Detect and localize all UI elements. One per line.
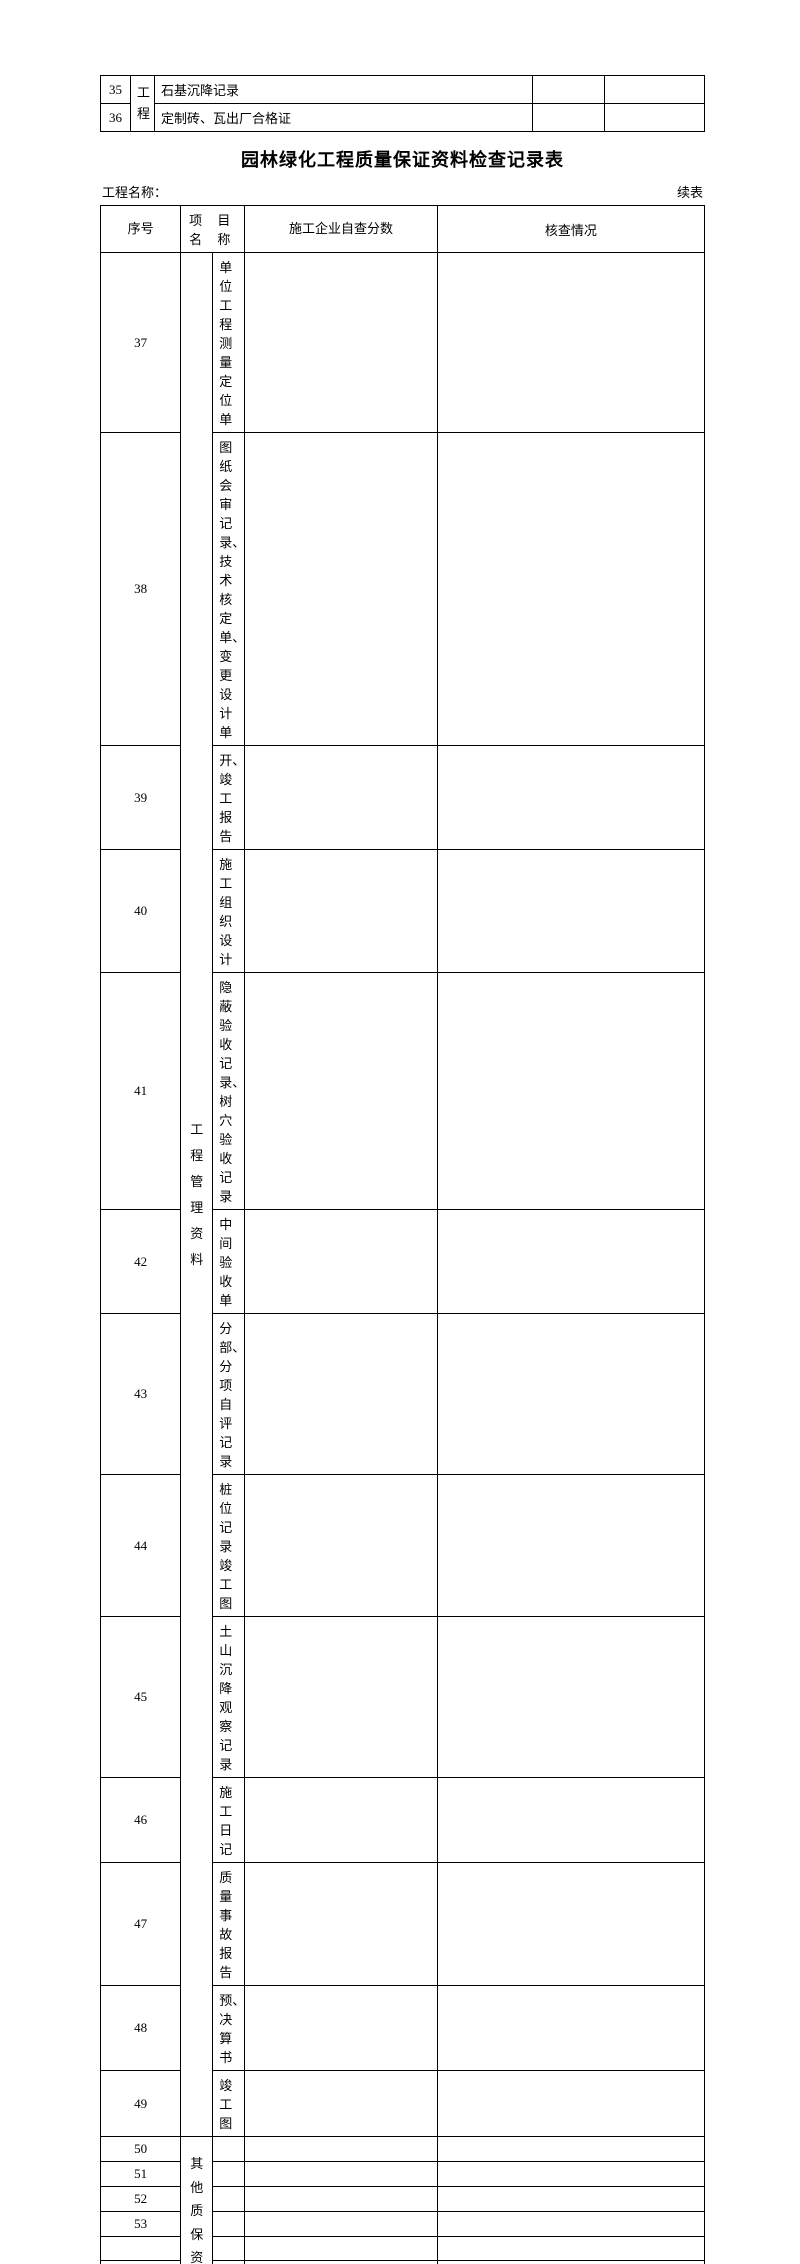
- check-cell: [605, 76, 705, 104]
- main-table: 序号 项 目 名 称 施工企业自查分数 核查情况 37 工程管理资料 单位工程测…: [100, 205, 705, 2264]
- project-name-label: 工程名称：: [102, 182, 167, 201]
- item-cell: 石基沉降记录: [155, 76, 533, 104]
- category-cell: 工程管理资料: [181, 253, 213, 2137]
- score-cell: [533, 104, 605, 132]
- seq-cell: 35: [101, 76, 131, 104]
- seq-cell: 36: [101, 104, 131, 132]
- table-row: 37 工程管理资料 单位工程测量定位单: [101, 253, 705, 433]
- check-cell: [605, 104, 705, 132]
- top-table: 35 工程 石基沉降记录 36 定制砖、瓦出厂合格证: [100, 75, 705, 132]
- header-seq: 序号: [101, 206, 181, 253]
- header-row: 序号 项 目 名 称 施工企业自查分数 核查情况: [101, 206, 705, 253]
- category-cell: 其他质保资料: [181, 2137, 213, 2264]
- table-row: 36 定制砖、瓦出厂合格证: [101, 104, 705, 132]
- continuation-label: 续表: [677, 182, 703, 201]
- table-row: 50 其他质保资料: [101, 2137, 705, 2162]
- category-cell: 工程: [131, 76, 155, 132]
- meta-row: 工程名称： 续表: [100, 182, 705, 201]
- header-item: 项 目 名 称: [181, 206, 245, 253]
- table-row: 35 工程 石基沉降记录: [101, 76, 705, 104]
- page-title: 园林绿化工程质量保证资料检查记录表: [100, 146, 705, 172]
- header-check: 核查情况: [437, 206, 704, 253]
- score-cell: [533, 76, 605, 104]
- header-score: 施工企业自查分数: [245, 206, 437, 253]
- item-cell: 定制砖、瓦出厂合格证: [155, 104, 533, 132]
